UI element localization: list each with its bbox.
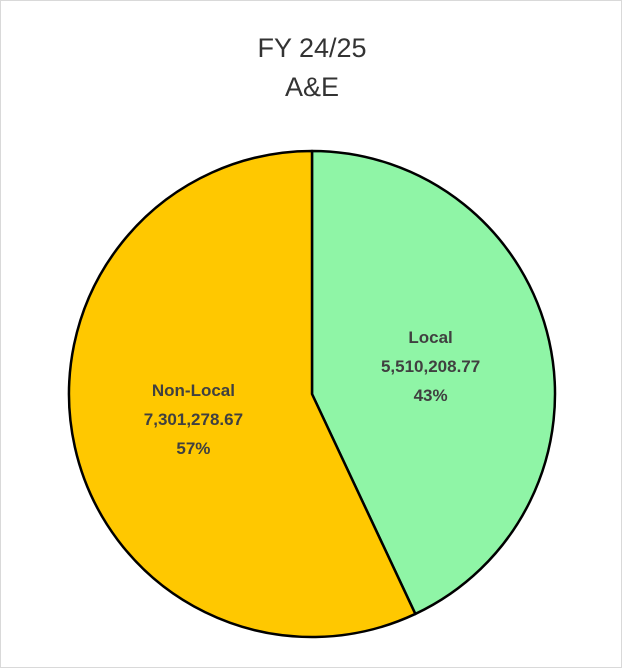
pie-slice — [67, 149, 417, 639]
slice-value-label: 7,301,278.67 — [144, 410, 243, 429]
slice-percent-label: 43% — [414, 386, 448, 405]
pie-slice — [310, 149, 557, 616]
slice-category-label: Local — [408, 328, 452, 347]
slice-value-label: 5,510,208.77 — [381, 357, 480, 376]
slice-percent-label: 57% — [176, 439, 210, 458]
chart-title: FY 24/25 — [257, 33, 366, 63]
chart-subtitle: A&E — [285, 72, 339, 102]
slice-category-label: Non-Local — [152, 381, 235, 400]
